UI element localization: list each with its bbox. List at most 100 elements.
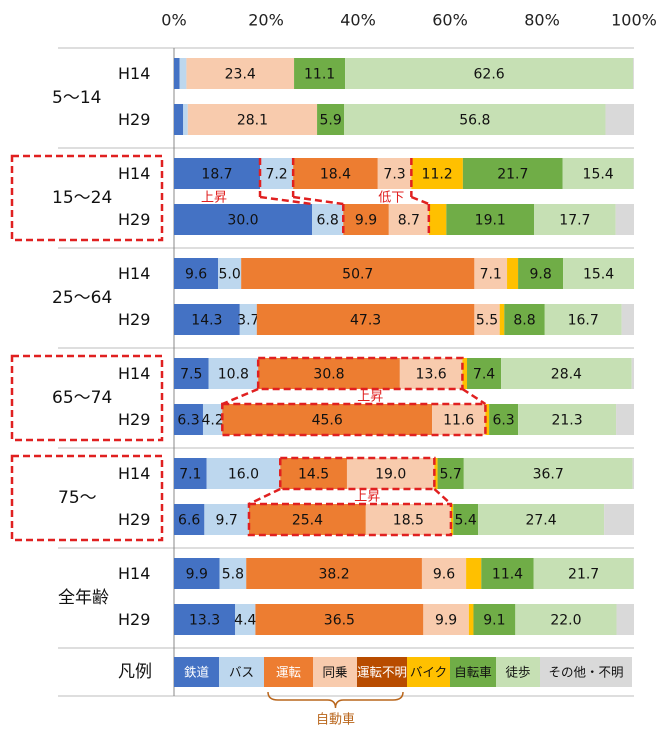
legend-label: 運転不明: [357, 665, 407, 680]
data-label: 18.4: [320, 167, 351, 183]
data-label: 62.6: [474, 67, 505, 83]
age-group-label: 5〜14: [52, 88, 101, 108]
bar-segment-bike: [446, 204, 535, 235]
bar-segment-walk: [478, 504, 605, 535]
bar-segment-drive: [256, 304, 475, 335]
legend-swatch-moto: [407, 657, 450, 687]
bar-segment-bus: [239, 304, 257, 335]
bar-segment-walk: [534, 204, 616, 235]
bar-segment-rail: [174, 304, 240, 335]
bar-segment-bike: [453, 504, 479, 535]
data-label: 9.9: [435, 613, 457, 629]
year-label: H29: [118, 310, 150, 329]
legend-label: 鉄道: [184, 665, 210, 680]
bar-segment-moto: [411, 158, 463, 189]
highlight-connector: [248, 487, 281, 506]
bar-segment-ride: [377, 158, 412, 189]
bar-segment-bike: [294, 58, 346, 89]
bar-segment-walk: [533, 558, 634, 589]
legend-label: その他・不明: [548, 665, 623, 680]
data-label: 4.2: [202, 413, 224, 429]
highlight-group-box: [10, 354, 164, 442]
x-tick-label: 20%: [248, 11, 284, 30]
data-label: 7.1: [480, 267, 502, 283]
bar-segment-ride: [474, 304, 500, 335]
bar-segment-other: [615, 204, 634, 235]
highlight-connector: [433, 488, 452, 505]
bar-segment-other: [616, 404, 634, 435]
data-label: 5.4: [455, 513, 477, 529]
data-label: 5.7: [440, 467, 462, 483]
bar-segment-drive: [241, 258, 475, 289]
data-label: 9.8: [529, 267, 551, 283]
bar-segment-ride: [399, 358, 463, 389]
data-label: 7.1: [179, 467, 201, 483]
bar-segment-bus: [208, 358, 259, 389]
year-label: H29: [118, 110, 150, 129]
highlight-group-box: [10, 454, 164, 542]
data-label: 38.2: [318, 567, 349, 583]
bar-segment-moto: [466, 558, 482, 589]
year-label: H14: [118, 164, 150, 183]
data-label: 14.3: [191, 313, 222, 329]
bar-segment-other: [633, 58, 634, 89]
bar-segment-bus: [218, 258, 242, 289]
data-label: 5.0: [219, 267, 241, 283]
data-label: 17.7: [559, 213, 590, 229]
bar-segment-bike: [462, 158, 563, 189]
data-label: 28.1: [237, 113, 268, 129]
bar-segment-moto: [485, 404, 490, 435]
year-label: H29: [118, 410, 150, 429]
bar-segment-moto: [507, 258, 519, 289]
bar-segment-ride: [186, 58, 295, 89]
bar-segment-bike: [467, 358, 502, 389]
year-label: H14: [118, 464, 150, 483]
bar-segment-moto: [499, 304, 505, 335]
legend-car-bracket: [267, 691, 404, 709]
bar-segment-ride: [421, 558, 467, 589]
highlight-box: [221, 402, 487, 437]
data-label: 6.8: [317, 213, 339, 229]
bar-segment-moto: [428, 204, 447, 235]
data-label: 16.0: [228, 467, 259, 483]
data-label: 9.1: [483, 613, 505, 629]
data-label: 9.6: [185, 267, 207, 283]
bar-segment-other: [605, 104, 634, 135]
data-label: 11.6: [443, 413, 474, 429]
bar-segment-moto: [450, 504, 454, 535]
year-label: H14: [118, 64, 150, 83]
bar-segment-bus: [206, 458, 281, 489]
data-label: 21.3: [551, 413, 582, 429]
bar-segment-drive: [255, 604, 424, 635]
data-label: 5.8: [222, 567, 244, 583]
annotation-text: 低下: [378, 191, 404, 206]
data-label: 21.7: [497, 167, 528, 183]
bar-segment-drive: [293, 158, 378, 189]
data-label: 22.0: [550, 613, 581, 629]
data-label: 11.1: [304, 67, 335, 83]
bar-segment-other: [621, 304, 634, 335]
data-label: 11.4: [492, 567, 523, 583]
data-label: 5.9: [319, 113, 341, 129]
data-label: 18.7: [201, 167, 232, 183]
legend-swatch-bike: [450, 657, 496, 687]
x-tick-label: 100%: [611, 11, 657, 30]
year-label: H29: [118, 610, 150, 629]
bar-segment-bike: [481, 558, 534, 589]
bar-segment-bike: [518, 258, 564, 289]
bar-segment-walk: [563, 258, 634, 289]
age-group-label: 15〜24: [52, 188, 112, 208]
highlight-connector: [410, 195, 430, 206]
bar-segment-moto: [468, 604, 474, 635]
bar-segment-other: [631, 358, 634, 389]
bar-segment-ride: [187, 104, 318, 135]
bar-segment-drive: [343, 204, 389, 235]
annotation-text: 上昇: [354, 490, 380, 505]
year-label: H14: [118, 364, 150, 383]
data-label: 16.7: [568, 313, 599, 329]
bar-segment-rail: [174, 104, 184, 135]
bar-segment-rail: [174, 258, 219, 289]
data-label: 19.1: [475, 213, 506, 229]
legend-label: バス: [229, 665, 254, 680]
bar-segment-walk: [544, 304, 622, 335]
